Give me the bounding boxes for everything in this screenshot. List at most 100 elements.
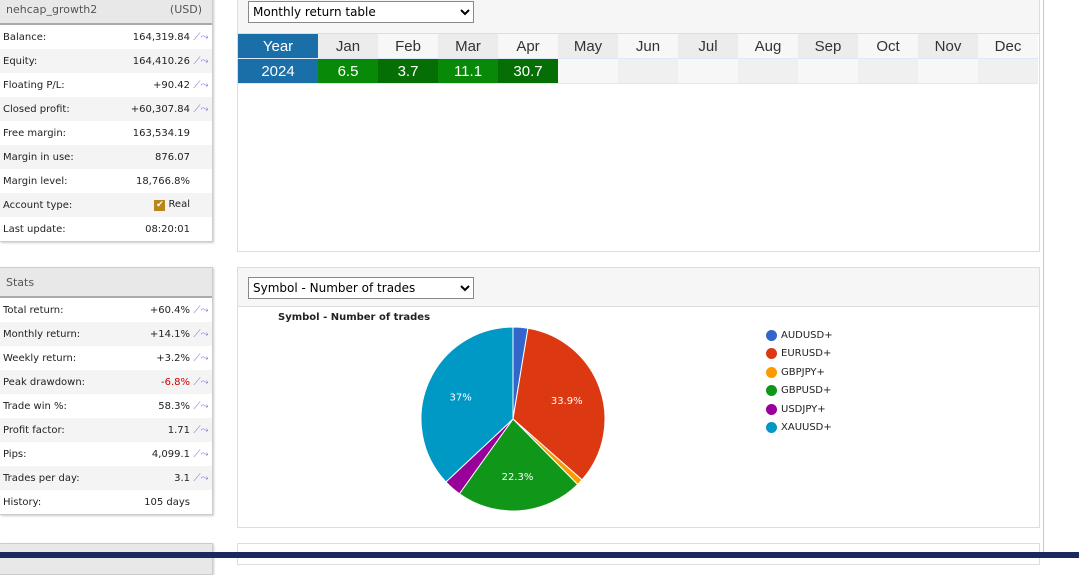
row-label: History: xyxy=(3,496,42,508)
table-cell xyxy=(978,58,1038,84)
value-text: -6.8% xyxy=(160,376,190,388)
stat-row: Weekly return: +3.2% ⟋⤳ xyxy=(0,346,212,370)
table-cell xyxy=(858,58,918,84)
header-cell: Dec xyxy=(978,34,1038,59)
legend-dot-icon xyxy=(766,348,777,360)
legend-item: XAUUSD+ xyxy=(766,419,833,438)
legend-label: GBPUSD+ xyxy=(781,385,832,397)
value-text: 164,410.26 xyxy=(132,55,190,67)
row-label: Trades per day: xyxy=(3,472,80,484)
account-currency: (USD) xyxy=(169,2,202,16)
value-text: +3.2% xyxy=(156,352,190,364)
taskbar xyxy=(0,552,1079,558)
row-label: Last update: xyxy=(3,223,66,235)
row-value: 163,534.19 xyxy=(100,128,190,139)
legend-dot-icon xyxy=(766,329,777,341)
row-value: 164,410.26 xyxy=(100,56,190,67)
header-cell: Jul xyxy=(678,34,738,59)
legend-label: EURUSD+ xyxy=(781,348,832,360)
stat-row: Total return: +60.4% ⟋⤳ xyxy=(0,298,212,322)
value-text: 18,766.8% xyxy=(135,175,190,187)
slice-label: 22.3% xyxy=(502,472,534,483)
value-text: 58.3% xyxy=(158,400,190,412)
monthly-return-box: Monthly return table Year Jan Feb Mar Apr May… xyxy=(237,0,1040,252)
header-cell: Mar xyxy=(438,34,498,59)
legend-item: USDJPY+ xyxy=(766,400,833,419)
row-label: Total return: xyxy=(3,304,64,316)
row-label: Profit factor: xyxy=(3,424,65,436)
pie-slice-eurusd[interactable] xyxy=(512,327,606,481)
monthly-view-select[interactable]: Monthly return table xyxy=(248,1,474,23)
legend-label: USDJPY+ xyxy=(781,403,826,415)
stat-row: Equity: 164,410.26 ⟋⤳ xyxy=(0,49,212,73)
account-name: nehcap_growth2 xyxy=(6,2,98,16)
row-label: Monthly return: xyxy=(3,328,81,340)
row-label: Margin in use: xyxy=(3,151,74,163)
pie-slice-gbpusd[interactable] xyxy=(458,418,579,512)
legend-dot-icon xyxy=(766,385,777,397)
header-cell: Nov xyxy=(918,34,978,59)
symbol-box: Symbol - Number of trades Symbol - Numbe… xyxy=(237,267,1040,528)
legend-label: GBPJPY+ xyxy=(781,366,825,378)
row-value: 1.71 xyxy=(100,425,190,436)
chart-link-icon[interactable]: ⟋⤳ xyxy=(193,472,209,484)
row-label: Free margin: xyxy=(3,127,67,139)
table-cell xyxy=(618,58,678,84)
row-value: 58.3% xyxy=(100,401,190,412)
chart-legend: AUDUSD+ EURUSD+ GBPJPY+ GBPUSD+ USDJPY+ XAUUS… xyxy=(766,326,833,437)
stat-row: Balance: 164,319.84 ⟋⤳ xyxy=(0,25,212,49)
chart-link-icon[interactable]: ⟋⤳ xyxy=(193,304,209,316)
chart-link-icon[interactable]: ⟋⤳ xyxy=(193,400,209,412)
header-cell: Oct xyxy=(858,34,918,59)
row-value: +3.2% xyxy=(100,353,190,364)
header-cell: Sep xyxy=(798,34,858,59)
chart-link-icon[interactable]: ⟋⤳ xyxy=(193,424,209,436)
chart-link-icon[interactable]: ⟋⤳ xyxy=(193,448,209,460)
row-value: 08:20:01 xyxy=(100,224,190,235)
header-cell: Apr xyxy=(498,34,558,59)
value-text: 3.1 xyxy=(174,472,190,484)
stat-row: Profit factor: 1.71 ⟋⤳ xyxy=(0,418,212,442)
row-value: -6.8% xyxy=(100,377,190,388)
pie-slice-xauusd[interactable] xyxy=(420,326,514,483)
monthly-return-table: Year Jan Feb Mar Apr May Jun Jul Aug Sep Oct Nov Dec… xyxy=(238,34,1038,84)
chart-link-icon[interactable]: ⟋⤳ xyxy=(193,31,209,43)
row-value: 18,766.8% xyxy=(100,176,190,187)
legend-item: EURUSD+ xyxy=(766,345,833,364)
legend-item: AUDUSD+ xyxy=(766,326,833,345)
chart-link-icon[interactable]: ⟋⤳ xyxy=(193,79,209,91)
account-panel: nehcap_growth2 (USD) Balance: 164,319.84 … xyxy=(0,0,213,242)
row-label: Trade win %: xyxy=(3,400,67,412)
table-cell: 6.5 xyxy=(318,58,378,84)
value-text: +90.42 xyxy=(152,79,190,91)
row-value: ✔ Real xyxy=(100,199,190,211)
legend-label: XAUUSD+ xyxy=(781,422,832,434)
slice-label: 33.9% xyxy=(551,396,583,407)
row-label: Weekly return: xyxy=(3,352,77,364)
legend-dot-icon xyxy=(766,422,777,434)
chart-link-icon[interactable]: ⟋⤳ xyxy=(193,376,209,388)
row-value: 876.07 xyxy=(100,152,190,163)
header-cell: Year xyxy=(238,34,318,59)
table-row: 2024 6.5 3.7 11.1 30.7 xyxy=(238,58,1038,84)
row-value: 105 days xyxy=(100,497,190,508)
chart-link-icon[interactable]: ⟋⤳ xyxy=(193,328,209,340)
stat-row: Last update: 08:20:01 xyxy=(0,217,212,241)
stats-title: Stats xyxy=(6,275,35,289)
header-cell: Jan xyxy=(318,34,378,59)
row-value: +60,307.84 xyxy=(100,104,190,115)
symbol-view-select[interactable]: Symbol - Number of trades xyxy=(248,277,474,299)
stat-row: Monthly return: +14.1% ⟋⤳ xyxy=(0,322,212,346)
next-panel xyxy=(0,543,213,575)
stat-row: Pips: 4,099.1 ⟋⤳ xyxy=(0,442,212,466)
stat-row: Trade win %: 58.3% ⟋⤳ xyxy=(0,394,212,418)
pie-chart: 33.9% 22.3% 37% xyxy=(420,326,606,512)
stat-row: Account type: ✔ Real xyxy=(0,193,212,217)
slice-label: 37% xyxy=(450,392,472,403)
chart-link-icon[interactable]: ⟋⤳ xyxy=(193,352,209,364)
table-cell: 3.7 xyxy=(378,58,438,84)
chart-link-icon[interactable]: ⟋⤳ xyxy=(193,55,209,67)
table-cell xyxy=(678,58,738,84)
chart-link-icon[interactable]: ⟋⤳ xyxy=(193,103,209,115)
row-value: +60.4% xyxy=(100,305,190,316)
